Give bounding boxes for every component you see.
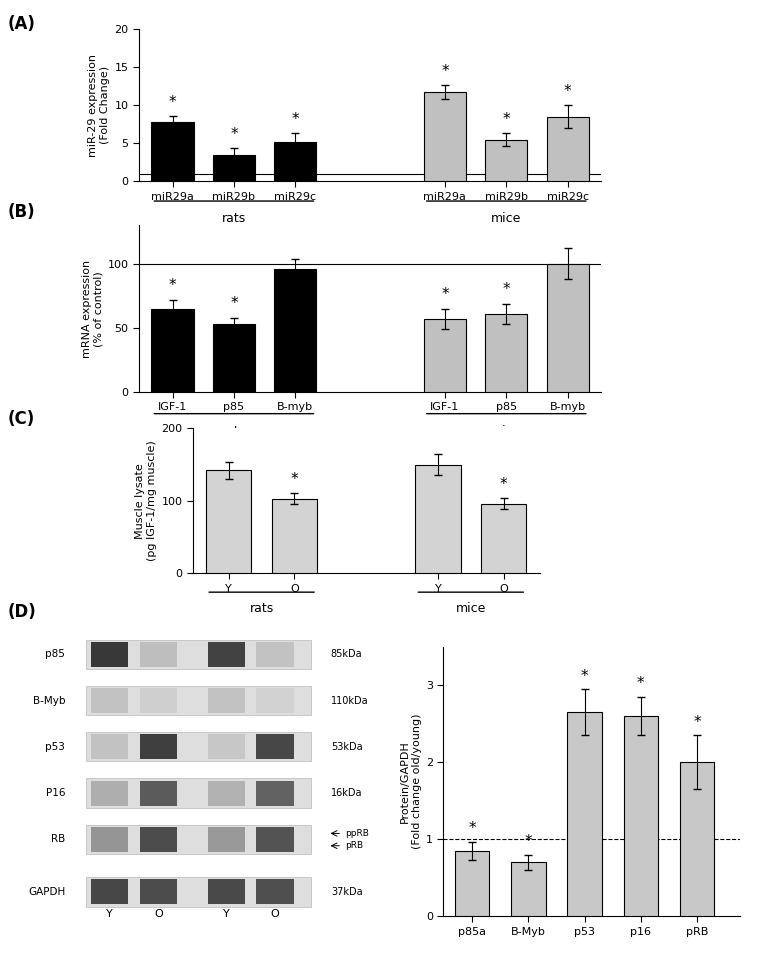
Y-axis label: mRNA expression
(% of control): mRNA expression (% of control) bbox=[82, 260, 103, 358]
Y-axis label: Protein/GAPDH
(Fold change old/young): Protein/GAPDH (Fold change old/young) bbox=[400, 713, 422, 850]
Text: p85: p85 bbox=[45, 649, 66, 660]
Text: rats: rats bbox=[222, 212, 246, 224]
Text: mice: mice bbox=[491, 425, 521, 438]
Bar bbox=[86, 732, 311, 761]
Bar bbox=[91, 734, 129, 760]
Text: *: * bbox=[441, 64, 449, 78]
Bar bbox=[86, 825, 311, 855]
Bar bbox=[151, 309, 194, 392]
Bar bbox=[86, 686, 311, 715]
Text: *: * bbox=[230, 126, 237, 142]
Text: O: O bbox=[271, 908, 279, 919]
Bar bbox=[91, 688, 129, 713]
Bar bbox=[624, 716, 658, 916]
Text: *: * bbox=[693, 715, 701, 730]
Bar bbox=[424, 318, 466, 392]
Bar bbox=[256, 827, 294, 852]
Text: *: * bbox=[500, 477, 507, 492]
Bar bbox=[274, 142, 316, 181]
Text: *: * bbox=[169, 95, 177, 110]
Text: *: * bbox=[169, 278, 177, 293]
Text: (A): (A) bbox=[8, 15, 35, 32]
Bar bbox=[274, 269, 316, 392]
Bar bbox=[91, 879, 129, 905]
Text: (D): (D) bbox=[8, 603, 36, 620]
Text: p53: p53 bbox=[45, 742, 66, 752]
Text: (C): (C) bbox=[8, 410, 35, 427]
Bar bbox=[91, 642, 129, 666]
Text: pRB: pRB bbox=[345, 841, 364, 851]
Bar bbox=[455, 851, 490, 916]
Text: GAPDH: GAPDH bbox=[28, 887, 66, 897]
Bar bbox=[485, 139, 527, 181]
Y-axis label: miR-29 expression
(Fold Change): miR-29 expression (Fold Change) bbox=[89, 54, 110, 157]
Bar bbox=[140, 879, 177, 905]
Bar bbox=[256, 642, 294, 666]
Bar bbox=[91, 827, 129, 852]
Bar bbox=[207, 642, 245, 666]
Bar bbox=[207, 688, 245, 713]
Bar bbox=[140, 688, 177, 713]
Text: *: * bbox=[441, 287, 449, 302]
Bar bbox=[140, 642, 177, 666]
Bar bbox=[680, 762, 714, 916]
Bar bbox=[256, 879, 294, 905]
Text: (B): (B) bbox=[8, 203, 35, 220]
Bar bbox=[140, 734, 177, 760]
Text: *: * bbox=[503, 282, 510, 297]
Text: 16kDa: 16kDa bbox=[331, 788, 362, 798]
Text: mice: mice bbox=[491, 212, 521, 224]
Bar bbox=[140, 781, 177, 806]
Text: *: * bbox=[564, 84, 571, 99]
Text: *: * bbox=[291, 472, 298, 487]
Text: rats: rats bbox=[250, 603, 274, 615]
Text: rats: rats bbox=[222, 425, 246, 438]
Bar bbox=[547, 264, 589, 392]
Bar bbox=[207, 734, 245, 760]
Text: Y: Y bbox=[223, 908, 230, 919]
Bar bbox=[416, 465, 460, 573]
Text: *: * bbox=[468, 821, 476, 836]
Text: 85kDa: 85kDa bbox=[331, 649, 362, 660]
Bar bbox=[485, 314, 527, 392]
Bar bbox=[256, 688, 294, 713]
Text: *: * bbox=[524, 834, 532, 850]
Bar bbox=[207, 781, 245, 806]
Text: RB: RB bbox=[51, 834, 66, 845]
Text: P16: P16 bbox=[45, 788, 66, 798]
Text: ppRB: ppRB bbox=[345, 829, 369, 838]
Text: *: * bbox=[581, 668, 588, 684]
Text: *: * bbox=[637, 676, 645, 692]
Bar bbox=[213, 155, 255, 181]
Text: 110kDa: 110kDa bbox=[331, 696, 369, 706]
Bar bbox=[213, 324, 255, 392]
Bar bbox=[207, 879, 245, 905]
Bar bbox=[86, 640, 311, 669]
Bar bbox=[140, 827, 177, 852]
Bar bbox=[481, 504, 526, 573]
Bar bbox=[567, 712, 602, 916]
Bar bbox=[272, 499, 317, 573]
Y-axis label: Muscle lysate
(pg IGF-1/mg muscle): Muscle lysate (pg IGF-1/mg muscle) bbox=[136, 440, 157, 562]
Bar bbox=[151, 122, 194, 181]
Bar bbox=[256, 781, 294, 806]
Text: O: O bbox=[154, 908, 163, 919]
Bar bbox=[511, 862, 546, 916]
Text: 53kDa: 53kDa bbox=[331, 742, 362, 752]
Bar bbox=[424, 92, 466, 181]
Bar bbox=[91, 781, 129, 806]
Bar bbox=[547, 117, 589, 181]
Bar bbox=[207, 827, 245, 852]
Bar bbox=[256, 734, 294, 760]
Text: *: * bbox=[291, 112, 299, 126]
Bar bbox=[86, 877, 311, 906]
Text: 37kDa: 37kDa bbox=[331, 887, 362, 897]
Text: B-Myb: B-Myb bbox=[33, 696, 66, 706]
Text: Y: Y bbox=[106, 908, 113, 919]
Bar bbox=[86, 778, 311, 808]
Text: mice: mice bbox=[456, 603, 486, 615]
Text: *: * bbox=[230, 296, 237, 311]
Text: *: * bbox=[503, 112, 510, 126]
Bar bbox=[207, 470, 251, 573]
